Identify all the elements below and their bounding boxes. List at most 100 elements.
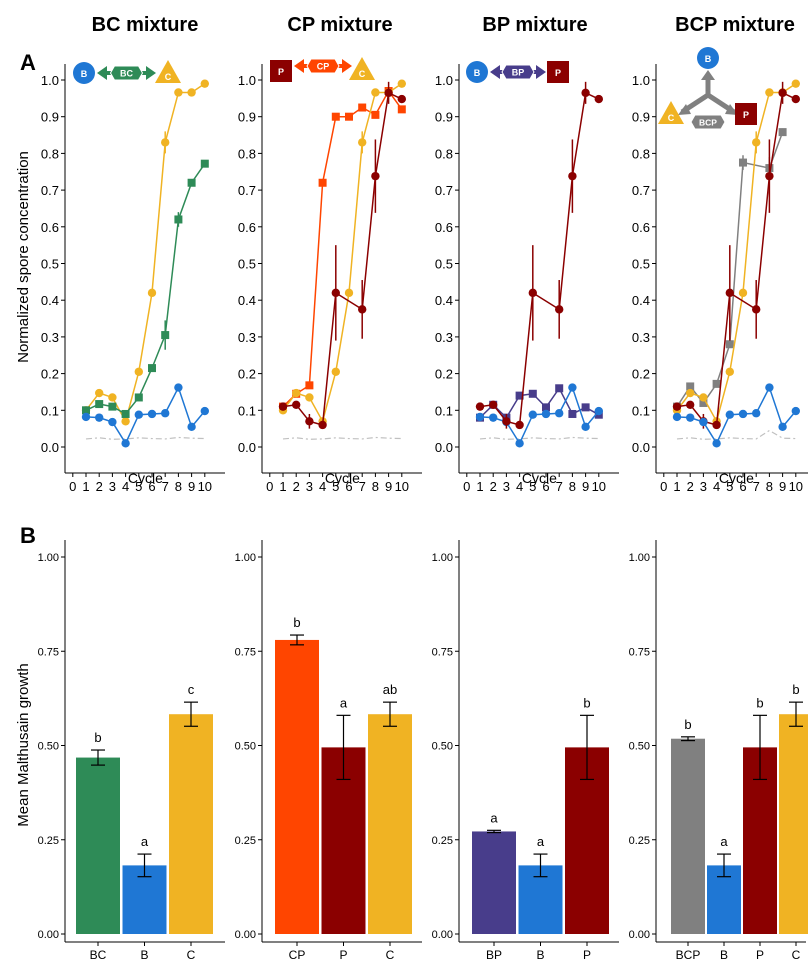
series-line-C	[85, 83, 206, 424]
x-tick-label: B	[140, 948, 148, 962]
data-point-P	[765, 171, 774, 181]
data-point-BP	[515, 391, 524, 400]
x-tick-label: 7	[359, 479, 366, 494]
y-tick-label: 1.0	[238, 73, 256, 88]
bar-BP	[472, 831, 516, 934]
x-tick-label: 9	[582, 479, 589, 494]
data-point-B	[174, 383, 183, 392]
y-tick-label: 0.0	[238, 440, 256, 455]
bar-CP	[275, 639, 319, 934]
data-point-CP	[318, 178, 327, 187]
strain-label: C	[165, 72, 172, 82]
y-tick-label: 0.8	[632, 146, 650, 161]
data-point-BCP	[699, 398, 708, 407]
y-tick-label: 0.75	[629, 646, 650, 658]
x-tick-label: 3	[700, 479, 707, 494]
line-chart-panels: 0.00.10.20.30.40.50.60.70.80.91.00 1 2 3 4 5 6…	[15, 64, 808, 494]
data-point-B	[108, 417, 117, 427]
data-point-C	[331, 367, 340, 376]
x-tick-label: 2	[293, 479, 300, 494]
column-title-0: BC mixture	[92, 14, 199, 36]
series-P	[475, 81, 603, 430]
data-point-P	[397, 94, 406, 104]
data-point-P	[318, 420, 327, 430]
bar-C	[779, 714, 808, 934]
y-axis-label: Normalized spore concentration	[15, 151, 32, 363]
data-point-P	[292, 400, 301, 409]
strain-C-icon	[658, 101, 684, 124]
y-tick-label: 1.00	[432, 552, 453, 564]
series-line-B	[676, 385, 797, 445]
bar-panel-2: 0.00 0.25 0.50 0.75 1.00 a BP a Bb P	[432, 540, 619, 962]
arrow-head-icon	[725, 104, 738, 115]
data-point-C	[108, 393, 117, 402]
significance-letter: a	[720, 834, 728, 849]
arrow-head-icon	[490, 65, 500, 79]
data-point-BCP	[739, 158, 747, 167]
y-tick-label: 1.0	[632, 73, 650, 88]
data-point-B	[765, 383, 774, 392]
x-tick-label: 6	[739, 479, 746, 494]
data-point-B	[81, 412, 91, 422]
x-tick-label: 2	[96, 479, 103, 494]
x-tick-label: 5	[332, 479, 339, 494]
y-axis-label: Mean Malthusain growth	[15, 663, 32, 826]
x-tick-label: C	[187, 948, 196, 962]
y-tick-label: 0.5	[41, 257, 59, 272]
x-tick-label: BC	[90, 948, 107, 962]
y-tick-label: 0.00	[235, 929, 256, 941]
x-tick-label: 7	[753, 479, 760, 494]
data-point-P	[581, 88, 590, 98]
data-point-C	[161, 138, 170, 147]
data-point-C	[187, 88, 196, 97]
arrow-head-icon	[678, 104, 691, 115]
data-point-B	[515, 439, 524, 448]
data-point-B	[712, 439, 721, 448]
arrow-head-icon	[701, 70, 715, 80]
data-point-B	[778, 422, 787, 432]
y-tick-label: 0.1	[632, 403, 650, 418]
significance-letter: b	[792, 682, 799, 697]
x-axis-label: Cycle	[325, 470, 360, 486]
column-titles: BC mixture CP mixture BP mixture BCP mixtur…	[92, 14, 795, 36]
y-tick-label: 0.8	[238, 146, 256, 161]
x-tick-label: 3	[109, 479, 116, 494]
x-tick-label: BCP	[676, 948, 701, 962]
x-tick-label: 0	[660, 479, 667, 494]
y-tick-label: 1.0	[41, 73, 59, 88]
data-point-BC	[174, 215, 183, 224]
series-line-BP	[479, 386, 600, 419]
x-tick-label: C	[792, 948, 801, 962]
y-tick-label: 0.6	[435, 220, 453, 235]
x-tick-label: 9	[188, 479, 195, 494]
data-point-CP	[305, 381, 314, 390]
data-point-BC	[108, 402, 117, 411]
x-tick-label: 0	[266, 479, 273, 494]
x-tick-label: 6	[148, 479, 155, 494]
data-point-BC	[148, 364, 156, 373]
x-tick-label: B	[536, 948, 544, 962]
mixture-badge-label: BCP	[699, 118, 717, 128]
baseline-line	[676, 429, 796, 440]
y-tick-label: 0.9	[632, 110, 650, 125]
strain-B-icon	[697, 47, 719, 69]
y-tick-label: 0.4	[632, 293, 650, 308]
bar-chart-panels: 0.00 0.25 0.50 0.75 1.00 Mean Malthusain grow…	[15, 540, 808, 962]
y-tick-label: 0.50	[235, 741, 256, 753]
y-tick-label: 0.50	[629, 741, 650, 753]
data-point-B	[147, 409, 157, 419]
bar-BC	[76, 757, 120, 934]
y-tick-label: 0.3	[238, 330, 256, 345]
y-tick-label: 0.0	[632, 440, 650, 455]
data-point-BCP	[778, 128, 787, 137]
significance-letter: b	[756, 695, 763, 710]
y-tick-label: 0.25	[432, 835, 453, 847]
data-point-BP	[555, 384, 564, 393]
data-point-C	[752, 138, 761, 147]
significance-letter: a	[537, 834, 545, 849]
data-point-C	[397, 79, 406, 88]
bar-C	[368, 714, 412, 934]
series-line-C	[676, 83, 797, 424]
arrow-head-icon	[536, 65, 546, 79]
